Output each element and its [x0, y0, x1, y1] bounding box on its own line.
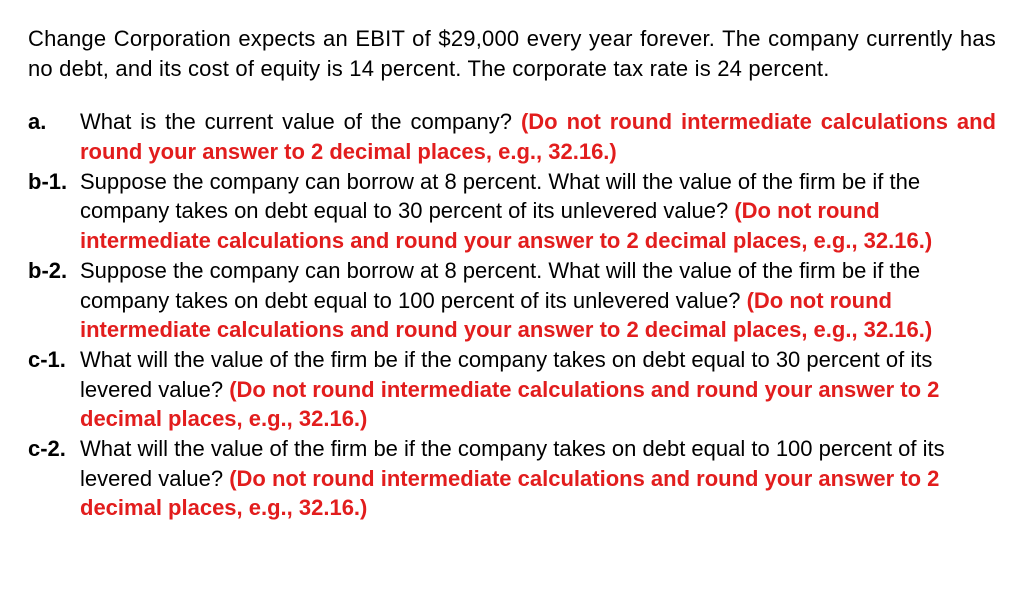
question-text: What is the current value of the company… [80, 109, 521, 134]
question-b1: b-1. Suppose the company can borrow at 8… [28, 167, 996, 256]
question-body: What is the current value of the company… [80, 107, 996, 166]
question-label: b-1. [28, 167, 80, 197]
question-body: What will the value of the firm be if th… [80, 345, 996, 434]
question-label: c-1. [28, 345, 80, 375]
question-label: b-2. [28, 256, 80, 286]
question-list: a. What is the current value of the comp… [28, 107, 996, 523]
question-label: c-2. [28, 434, 80, 464]
question-c2: c-2. What will the value of the firm be … [28, 434, 996, 523]
question-body: Suppose the company can borrow at 8 perc… [80, 167, 996, 256]
problem-intro: Change Corporation expects an EBIT of $2… [28, 24, 996, 83]
question-label: a. [28, 107, 80, 137]
question-body: Suppose the company can borrow at 8 perc… [80, 256, 996, 345]
question-a: a. What is the current value of the comp… [28, 107, 996, 166]
question-b2: b-2. Suppose the company can borrow at 8… [28, 256, 996, 345]
question-c1: c-1. What will the value of the firm be … [28, 345, 996, 434]
question-body: What will the value of the firm be if th… [80, 434, 996, 523]
